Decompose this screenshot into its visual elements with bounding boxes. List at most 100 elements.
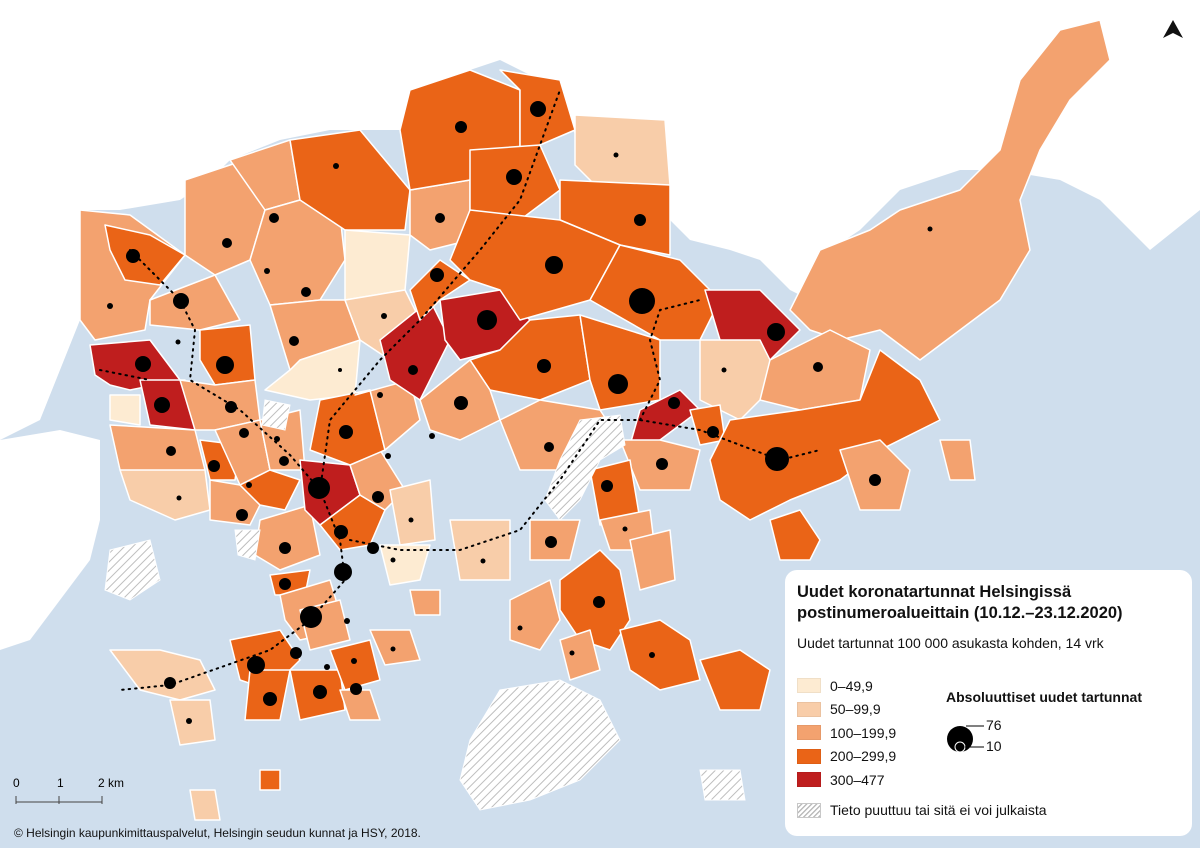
case-dot [765,447,789,471]
neighbouring-land [0,0,1200,650]
case-dot [351,658,357,664]
case-dot [107,303,113,309]
case-dot [569,650,575,656]
case-dot [707,426,719,438]
case-dot [333,163,339,169]
case-dot [208,460,220,472]
case-dot [813,362,823,372]
legend-no-data: Tieto puuttuu tai sitä ei voi julkaista [797,802,1047,818]
legend-class-item: 300–477 [797,768,896,792]
case-dot [869,474,881,486]
legend-class-label: 300–477 [830,771,885,788]
legend-proportional-symbol: 76 10 [944,712,1034,762]
legend-swatch [797,748,821,764]
case-dot [334,563,352,581]
case-dot [350,683,362,695]
case-dot [338,368,342,372]
case-dot [222,238,232,248]
legend-hatch-swatch [797,802,821,818]
case-dot [530,101,546,117]
scale-tick-1: 1 [57,776,64,790]
legend-swatch [797,772,821,788]
case-dot [367,542,379,554]
case-dot [506,169,522,185]
legend-class-item: 100–199,9 [797,721,896,745]
legend-swatch [797,678,821,694]
case-dot [408,365,418,375]
case-dot [429,433,435,439]
case-dot [246,482,252,488]
case-dot [324,664,330,670]
case-dot [173,293,189,309]
case-dot [477,310,497,330]
legend-title: Uudet koronatartunnat Helsingissä postin… [797,582,1178,624]
case-dot [344,618,350,624]
scale-bar: 0 1 2 km [10,776,140,812]
case-dot [263,692,277,706]
case-dot [430,268,444,282]
case-dot [175,339,181,345]
case-dot [279,542,291,554]
case-dot [126,249,140,263]
case-dot [339,425,353,439]
case-dot [236,509,248,521]
case-dot [601,480,613,492]
case-dot [301,287,311,297]
case-dot [545,256,563,274]
case-dot [656,458,668,470]
case-dot [334,525,348,539]
case-dot [649,652,655,658]
case-dot [454,396,468,410]
case-dot [517,625,523,631]
copyright-text: © Helsingin kaupunkimittauspalvelut, Hel… [14,826,421,840]
case-dot [545,536,557,548]
legend-abs-min-label: 10 [986,738,1002,754]
legend-title-line-1: Uudet koronatartunnat Helsingissä [797,583,1072,601]
case-dot [537,359,551,373]
legend-no-data-label: Tieto puuttuu tai sitä ei voi julkaista [830,802,1047,818]
case-dot [269,213,279,223]
legend-class-label: 0–49,9 [830,677,873,694]
legend-class-label: 50–99,9 [830,701,881,718]
case-dot [721,367,727,373]
case-dot [279,578,291,590]
case-dot [408,517,414,523]
legend-class-list: 0–49,9 50–99,9 100–199,9 200–299,9 300–4… [797,674,896,792]
case-dot [176,495,182,501]
case-dot [385,453,391,459]
map-legend: Uudet koronatartunnat Helsingissä postin… [785,570,1192,836]
case-dot [308,477,330,499]
legend-abs-max-label: 76 [986,717,1002,733]
case-dot [264,268,270,274]
legend-class-item: 50–99,9 [797,698,896,722]
case-dots [107,101,933,724]
scale-tick-0: 0 [13,776,20,790]
no-data-areas [104,399,746,811]
case-dot [593,596,605,608]
case-dot [668,397,680,409]
legend-swatch [797,725,821,741]
case-dot [381,313,387,319]
legend-title-line-2: postinumeroalueittain (10.12.–23.12.2020… [797,604,1123,622]
case-dot [313,685,327,699]
case-dot [480,558,486,564]
north-arrow-icon [1163,20,1183,38]
case-dot [629,288,655,314]
case-dot [166,446,176,456]
case-dot [377,392,383,398]
legend-class-label: 200–299,9 [830,748,897,765]
case-dot [544,442,554,452]
case-dot [372,491,384,503]
case-dot [154,397,170,413]
case-dot [767,323,785,341]
case-dot [300,606,322,628]
case-dot [927,226,933,232]
legend-swatch [797,701,821,717]
case-dot [435,213,445,223]
case-dot [608,374,628,394]
scale-tick-2: 2 km [98,776,125,790]
case-dot [455,121,467,133]
case-dot [613,152,619,158]
case-dot [274,436,280,442]
